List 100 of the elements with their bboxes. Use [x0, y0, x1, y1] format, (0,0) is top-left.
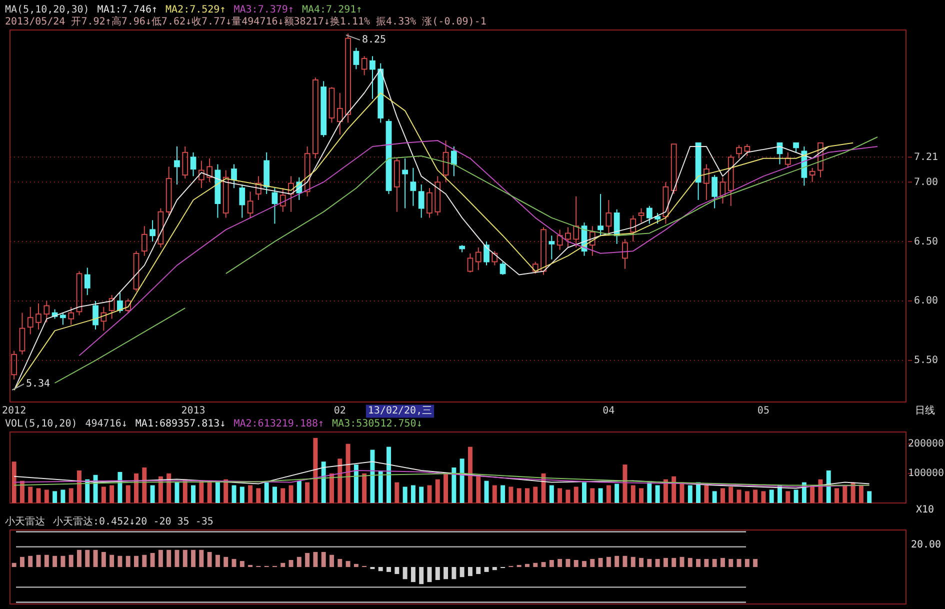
bar — [240, 561, 244, 567]
candlestick — [36, 302, 42, 330]
bar — [574, 560, 578, 567]
bar — [663, 558, 668, 567]
bar — [370, 450, 375, 503]
candlestick — [418, 184, 424, 218]
bar — [93, 550, 98, 567]
bar — [142, 554, 147, 567]
bar — [639, 488, 644, 503]
candlestick — [84, 267, 90, 296]
bar — [280, 562, 286, 567]
bar — [134, 473, 138, 503]
bar — [419, 567, 424, 584]
bar — [541, 562, 546, 567]
bar — [663, 479, 668, 503]
bar — [76, 470, 82, 503]
bar — [826, 470, 831, 503]
candlestick — [174, 146, 180, 186]
x-tick-label: 04 — [602, 406, 615, 417]
bar — [305, 552, 310, 567]
bar — [346, 444, 350, 503]
bar — [85, 550, 90, 567]
bar — [834, 488, 840, 503]
bar — [20, 556, 24, 567]
bar — [118, 556, 122, 567]
bar — [330, 473, 334, 503]
bar — [126, 485, 130, 503]
bar — [224, 479, 228, 503]
x-tick-label: 05 — [757, 406, 770, 417]
bar — [598, 488, 603, 503]
bar — [492, 485, 497, 503]
bar — [362, 473, 367, 503]
bar — [378, 470, 383, 503]
bar — [655, 485, 660, 503]
candlestick — [426, 188, 432, 218]
bar — [761, 491, 766, 503]
bar — [476, 474, 481, 503]
bar — [590, 558, 595, 567]
annotation: 5.34 — [26, 378, 50, 390]
bar — [101, 552, 106, 567]
bar — [606, 485, 611, 503]
bar — [850, 482, 856, 503]
bar — [476, 567, 481, 574]
bar — [150, 552, 155, 567]
bar — [118, 472, 122, 503]
bar — [566, 490, 570, 503]
text: MA4:7.291↑ — [302, 4, 362, 16]
bar — [639, 558, 644, 567]
text: MA1:7.746↑ — [97, 4, 158, 16]
candlestick — [100, 306, 107, 332]
candlestick — [222, 170, 229, 218]
bar — [68, 554, 74, 567]
bar — [720, 558, 725, 567]
bar — [728, 486, 734, 503]
bar — [36, 488, 41, 503]
line-series — [225, 136, 878, 274]
candlestick — [304, 146, 310, 197]
bar — [410, 485, 416, 503]
bar — [215, 554, 220, 567]
bar — [207, 552, 212, 567]
bar — [199, 550, 204, 567]
bar — [720, 488, 725, 503]
bar — [736, 490, 742, 503]
candlestick — [150, 220, 156, 242]
bar — [794, 490, 798, 503]
chart-title: VOL(5,10,20) — [5, 418, 78, 430]
bar — [655, 558, 660, 567]
bar — [240, 486, 244, 503]
bar — [524, 488, 530, 503]
bar — [590, 488, 595, 503]
bar — [20, 480, 24, 503]
bar — [354, 564, 358, 567]
candlestick — [370, 56, 376, 100]
bar — [622, 464, 628, 503]
bar — [598, 558, 603, 567]
bar — [313, 552, 318, 567]
bar — [150, 485, 155, 503]
text: 日线 — [915, 404, 935, 417]
bar — [696, 558, 701, 567]
bar — [174, 550, 180, 567]
x-tick-label: 2012 — [2, 406, 26, 417]
bar — [386, 446, 392, 503]
bar — [728, 558, 734, 567]
bar — [672, 476, 676, 503]
bar — [533, 486, 538, 503]
bar — [452, 567, 456, 580]
bar — [402, 567, 408, 580]
bar — [52, 556, 58, 567]
bar — [191, 485, 196, 503]
bar — [126, 556, 130, 567]
bar — [199, 480, 204, 503]
bar — [28, 486, 33, 503]
bar — [76, 550, 82, 567]
bar — [736, 558, 742, 567]
bar — [419, 486, 424, 503]
bar — [468, 446, 472, 503]
bar — [386, 567, 392, 572]
bar — [402, 486, 408, 503]
bar — [614, 484, 620, 503]
bar — [272, 486, 277, 503]
